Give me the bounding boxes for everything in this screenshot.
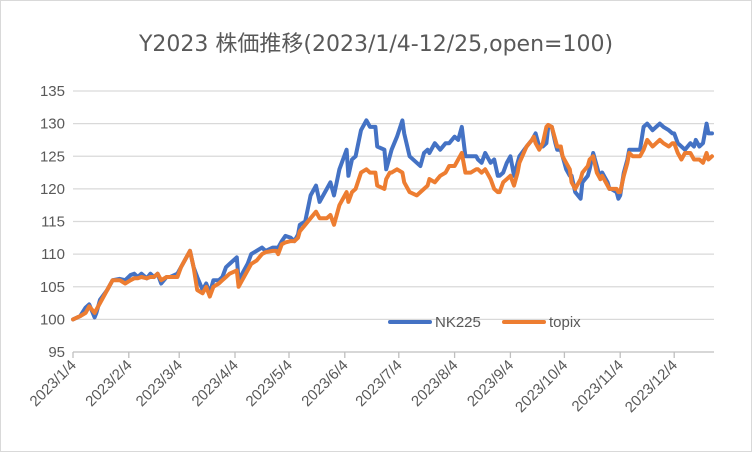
y-tick-label: 100 (40, 311, 65, 328)
x-tick-label: 2023/11/4 (569, 357, 627, 415)
x-tick-label: 2023/9/4 (464, 357, 517, 410)
y-tick-label: 115 (41, 214, 65, 231)
y-axis-labels: 95 100 105 110 115 120 125 130 135 (40, 83, 65, 361)
legend-label-nk225: NK225 (435, 314, 481, 331)
series-line-topix (71, 122, 714, 322)
y-tick-label: 110 (41, 246, 65, 263)
y-tick-label: 105 (40, 279, 65, 296)
y-tick-label: 125 (40, 148, 65, 165)
gridlines (73, 90, 714, 321)
x-tick-label: 2023/3/4 (133, 357, 186, 410)
y-tick-label: 95 (48, 344, 65, 361)
y-tick-label: 120 (40, 181, 65, 198)
y-tick-label: 130 (40, 116, 65, 133)
legend: NK225 topix (388, 314, 581, 331)
series-lines (71, 118, 714, 322)
x-tick-label: 2023/6/4 (298, 357, 351, 410)
chart-title: Y2023 株価推移(2023/1/4-12/25,open=100) (138, 32, 614, 57)
series-line-nk225 (71, 118, 714, 322)
x-tick-label: 2023/12/4 (622, 357, 681, 416)
x-tick-label: 2023/2/4 (82, 357, 135, 410)
x-tick-label: 2023/5/4 (243, 357, 296, 410)
x-tick-label: 2023/1/4 (27, 357, 80, 410)
x-tick-label: 2023/10/4 (512, 357, 571, 416)
x-tick-label: 2023/4/4 (189, 357, 242, 410)
legend-label-topix: topix (549, 314, 581, 331)
x-tick-label: 2023/7/4 (352, 357, 405, 410)
x-tick-label: 2023/8/4 (408, 357, 461, 410)
y-tick-label: 135 (40, 83, 65, 100)
